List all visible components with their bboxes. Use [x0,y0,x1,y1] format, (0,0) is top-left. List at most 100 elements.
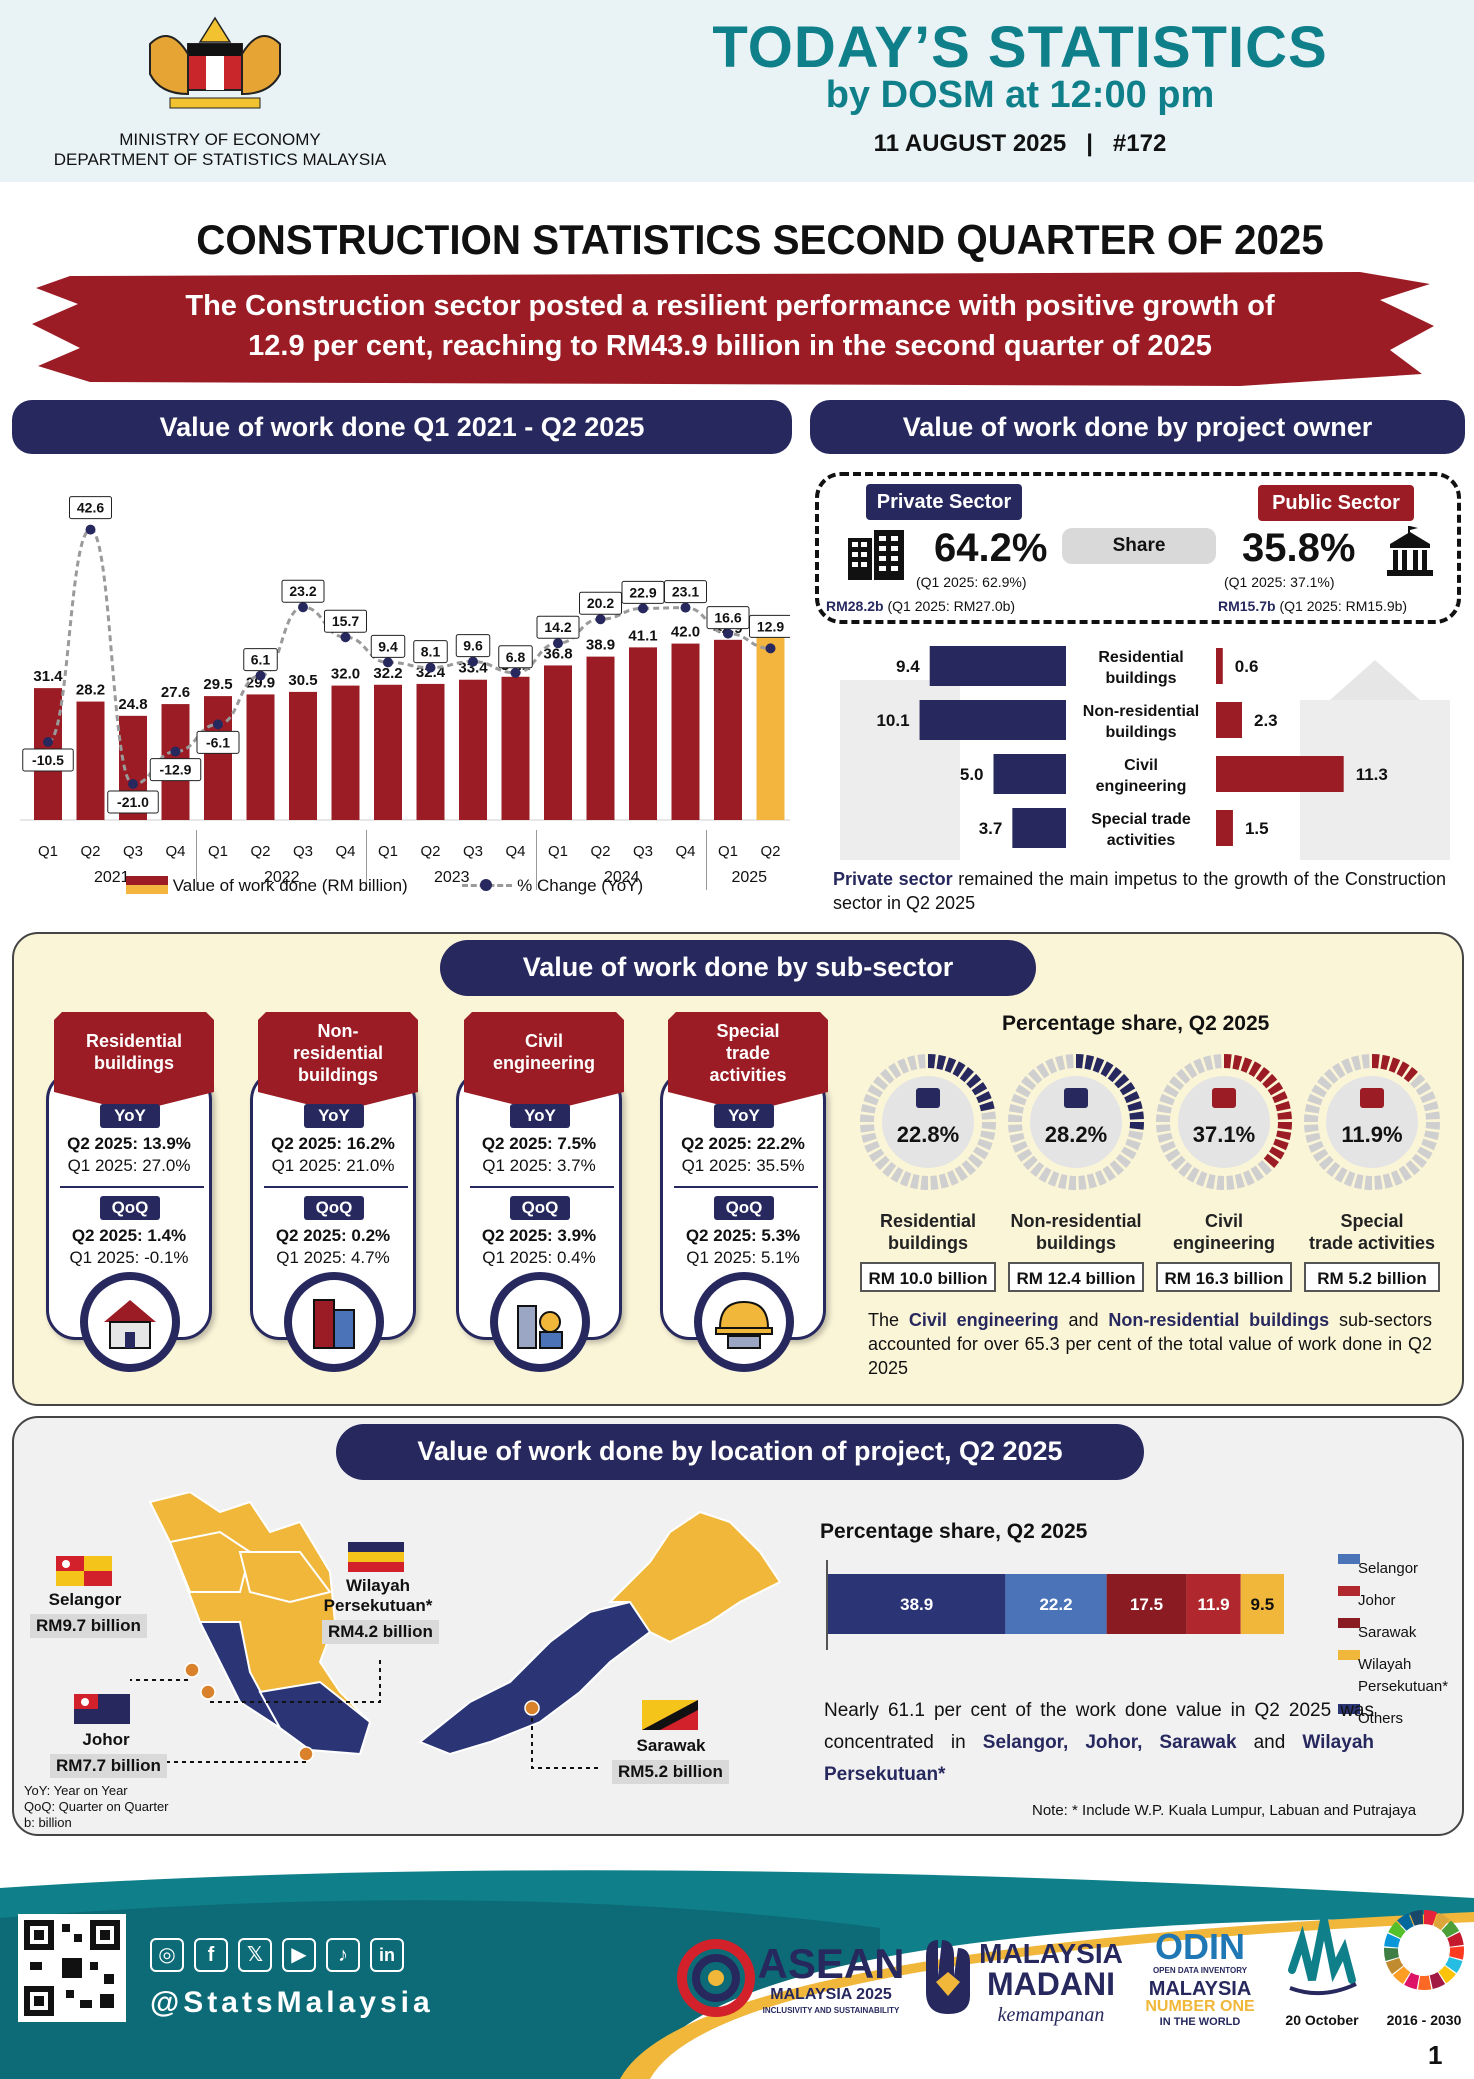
bar-value-label: 32.0 [331,666,360,683]
ring-segment [1423,1100,1439,1112]
ring-segment [1100,1061,1114,1077]
ring-segment [1168,1076,1185,1091]
yoy-value-label: -21.0 [117,794,149,810]
x-tick-label: Q1 [208,843,228,860]
ministry-name: MINISTRY OF ECONOMY DEPARTMENT OF STATIS… [20,130,420,170]
qr-code[interactable] [18,1914,126,2022]
yoy-label-box [243,648,278,672]
sdg-segment [1424,1910,1438,1926]
ring-segment [1084,1054,1095,1070]
sdg-years: 2016 - 2030 [1386,2012,1462,2028]
asean-subtitle: MALAYSIA 2025 [770,1986,892,2003]
statistics-day-logo: 20 October [1272,1910,1372,2040]
ring-segment [888,1062,902,1079]
yoy-q1-value: Q1 2025: 21.0% [271,1156,395,1175]
ring-segment [1078,1175,1087,1190]
ribbon-shape [464,1012,624,1112]
hard-hat [718,1300,770,1329]
yoy-point [723,628,733,639]
yoy-value-label: 12.9 [757,618,784,634]
ring-pct: 22.8% [897,1122,959,1147]
ring-segment [952,1061,966,1077]
legend-line-swatch [462,879,513,891]
ring-label-line: trade activities [1308,1233,1436,1253]
ring-segment [1305,1132,1321,1144]
youtube-icon[interactable]: ▶ [282,1938,316,1972]
ring-segment [1012,1140,1028,1153]
tiktok-icon[interactable]: ♪ [326,1938,360,1972]
asean-emblem-icon [677,1939,755,2017]
private-sector-tag: Private Sector [866,484,1022,520]
card-ribbon [54,1012,214,1112]
ring-segment [973,1146,989,1160]
ring-segment [1127,1100,1143,1112]
ring-segment [1156,1124,1171,1133]
legend-swatch [1338,1704,1360,1714]
public-bar-value: 1.5 [1245,819,1269,838]
subsector-share-rings: 22.8% 28.2% 37.1% 11.9% [860,1054,1440,1190]
public-bar-value: 2.3 [1254,711,1278,730]
ring-segment [868,1148,885,1162]
yoy-value-label: 16.6 [714,610,741,626]
brim [715,1327,773,1335]
category-label: Residential [1098,649,1183,666]
private-bar-value: 10.1 [876,711,909,730]
note-text: Nearly 61.1 per cent of the work done va… [824,1700,1374,1753]
yoy-value-label: 23.1 [672,584,699,600]
bar [76,701,105,820]
background-dome [1330,660,1420,700]
work-done-legend: Value of work done (RM billion) % Change… [126,876,643,896]
yoy-value-label: 6.1 [251,652,271,668]
private-share-prev: (Q1 2025: 62.9%) [916,574,1027,590]
bar-value-label: 29.5 [203,676,232,693]
location-legend: Selangor Johor Sarawak Wilayah Persekutuan* O… [1314,1548,1448,1730]
owner-share-box [815,472,1461,624]
x-tick-label: Q3 [293,843,313,860]
facebook-icon[interactable]: f [194,1938,228,1972]
ring-segment [890,1167,904,1183]
ring-segment [1092,1057,1105,1073]
asean-tagline: INCLUSIVITY AND SUSTAINABILITY [762,2006,900,2015]
instagram-icon[interactable]: ◎ [150,1938,184,1972]
headline-line: 12.9 per cent, reaching to RM43.9 billio… [248,330,1212,362]
ring-center [1326,1076,1418,1168]
qoq-badge: QoQ [304,1196,364,1220]
ring-segment [1008,1114,1023,1122]
ring-pct: 11.9% [1341,1122,1402,1147]
subsector-share-title: Percentage share, Q2 2025 [1002,1012,1270,1035]
x-tick-label: Q4 [675,843,695,860]
ribbon-shape [54,1012,214,1112]
public-bar [1216,702,1242,738]
ring-segment [944,1057,957,1073]
yoy-label-box [413,640,448,664]
owner-panel-title: Value of work done by project owner [810,400,1465,454]
page-title: CONSTRUCTION STATISTICS SECOND QUARTER O… [196,216,1324,263]
x-icon[interactable]: 𝕏 [238,1938,272,1972]
ring-segment [1277,1111,1292,1120]
ring-segment [967,1153,984,1168]
card-title: Residential buildings [54,1030,214,1074]
card-title-line: trade [725,1043,770,1063]
odin-number-one: NUMBER ONE [1145,1998,1255,2015]
bar [416,683,445,820]
category-label: engineering [1096,778,1187,795]
department-line: DEPARTMENT OF STATISTICS MALAYSIA [53,150,387,169]
yoy-badge: YoY [510,1104,570,1128]
ring-segment [1047,1171,1060,1187]
card-title-line: engineering [492,1053,595,1073]
yoy-point [170,746,181,757]
social-handle[interactable]: @StatsMalaysia [150,1986,434,2019]
legend-item: Sarawak [1314,1612,1448,1644]
card-title-line: buildings [94,1053,174,1073]
ring-segment [917,1054,926,1069]
ring-segment [928,1054,936,1069]
helmet [539,1311,561,1333]
ring-segment [938,1173,950,1189]
stack-value-label: 17.5 [1130,1595,1163,1614]
bar [544,665,572,820]
yoy-point [680,602,691,613]
linkedin-icon[interactable]: in [370,1938,404,1972]
public-bar [1216,810,1233,846]
year-label: 2021 [94,869,130,886]
ring-segment [909,1174,920,1190]
